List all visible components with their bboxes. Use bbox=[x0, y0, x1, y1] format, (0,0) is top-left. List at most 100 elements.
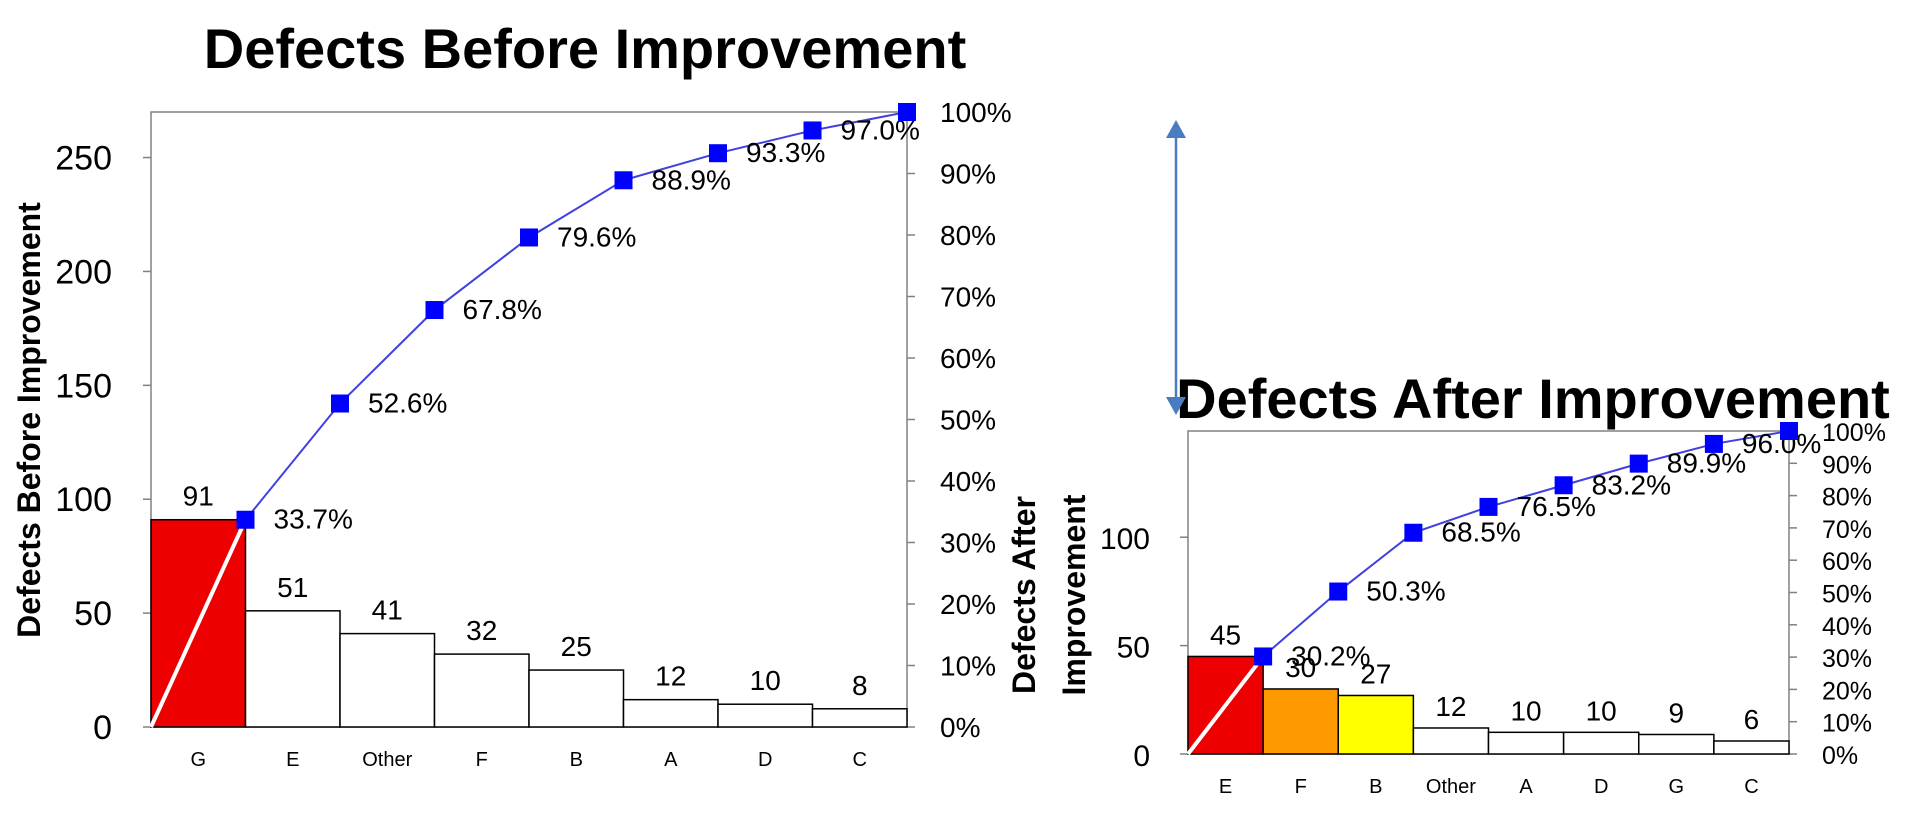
bar-value-label: 51 bbox=[277, 572, 308, 603]
x-tick-label: D bbox=[758, 749, 772, 771]
y-axis-label: Defects Before Improvement bbox=[11, 202, 47, 638]
y2-tick-label: 90% bbox=[940, 159, 996, 190]
cumulative-marker bbox=[1554, 476, 1573, 495]
y2-tick-label: 30% bbox=[940, 528, 996, 559]
cumulative-label: 33.7% bbox=[274, 504, 353, 535]
cumulative-label: 67.8% bbox=[463, 294, 542, 325]
y-tick-label: 200 bbox=[55, 253, 112, 291]
cumulative-marker bbox=[1329, 582, 1348, 601]
y2-tick-label: 50% bbox=[1822, 581, 1872, 609]
y2-tick-label: 10% bbox=[1822, 710, 1872, 738]
bar-value-label: 27 bbox=[1360, 658, 1391, 689]
chart-after-improvement: Defects After Improvement Defects After … bbox=[1006, 367, 1890, 798]
double-arrow-icon bbox=[1166, 120, 1186, 415]
y-axis-label-line-1: Defects After bbox=[1006, 496, 1042, 694]
cumulative-marker bbox=[898, 103, 916, 121]
y2-tick-label: 60% bbox=[1822, 548, 1872, 576]
bar-d bbox=[1562, 731, 1640, 755]
cumulative-marker bbox=[709, 144, 727, 163]
x-tick-label: D bbox=[1594, 776, 1608, 798]
x-tick-label: B bbox=[1369, 776, 1382, 798]
y-tick-label: 0 bbox=[1133, 740, 1150, 773]
bar-value-label: 30 bbox=[1285, 652, 1316, 683]
bar-f bbox=[1262, 688, 1339, 755]
bar-highlight-line bbox=[1186, 655, 1265, 756]
y2-tick-label: 40% bbox=[940, 466, 996, 497]
y2-tick-label: 30% bbox=[1822, 645, 1872, 673]
y-tick-label: 100 bbox=[55, 481, 112, 519]
bar-value-label: 45 bbox=[1210, 619, 1241, 650]
bar-a bbox=[622, 698, 719, 728]
y2-tick-label: 0% bbox=[940, 712, 980, 743]
cumulative-marker bbox=[1254, 647, 1273, 666]
bar-b bbox=[528, 669, 625, 728]
chart-title: Defects After Improvement bbox=[1176, 367, 1890, 430]
bar-highlight-line bbox=[149, 518, 248, 728]
cumulative-label: 30.2% bbox=[1291, 640, 1370, 671]
x-tick-label: F bbox=[1295, 776, 1307, 798]
y-tick-label: 0 bbox=[93, 709, 112, 747]
bar-c bbox=[1713, 740, 1790, 755]
x-tick-label: C bbox=[853, 749, 867, 771]
x-tick-label: F bbox=[476, 749, 488, 771]
bar-value-label: 10 bbox=[750, 665, 781, 696]
bar-c bbox=[811, 708, 908, 728]
x-tick-label: A bbox=[664, 749, 678, 771]
cumulative-label: 52.6% bbox=[368, 388, 447, 419]
x-tick-label: C bbox=[1744, 776, 1758, 798]
y-tick-label: 50 bbox=[74, 595, 112, 633]
x-tick-label: B bbox=[570, 749, 583, 771]
x-tick-label: E bbox=[286, 749, 299, 771]
y2-tick-label: 0% bbox=[1822, 742, 1858, 770]
bar-value-label: 91 bbox=[183, 481, 214, 512]
cumulative-marker bbox=[1404, 523, 1423, 542]
x-tick-label: Other bbox=[362, 749, 412, 771]
y2-tick-label: 90% bbox=[1822, 451, 1872, 479]
x-tick-label: A bbox=[1519, 776, 1533, 798]
y2-tick-label: 70% bbox=[940, 282, 996, 313]
cumulative-marker bbox=[331, 394, 349, 413]
cumulative-label: 79.6% bbox=[557, 221, 636, 252]
bar-value-label: 12 bbox=[1435, 691, 1466, 722]
bar-f bbox=[433, 653, 530, 728]
y2-tick-label: 10% bbox=[940, 651, 996, 682]
bar-value-label: 12 bbox=[655, 661, 686, 692]
bar-value-label: 10 bbox=[1510, 695, 1541, 726]
cumulative-marker bbox=[1629, 454, 1648, 473]
y-tick-label: 100 bbox=[1100, 523, 1150, 556]
cumulative-label: 68.5% bbox=[1441, 517, 1520, 548]
cumulative-marker bbox=[425, 301, 444, 320]
y2-tick-label: 100% bbox=[1822, 419, 1886, 447]
cumulative-label: 50.3% bbox=[1366, 576, 1445, 607]
cumulative-marker bbox=[1479, 497, 1498, 516]
cumulative-line bbox=[1262, 430, 1790, 658]
y2-tick-label: 20% bbox=[1822, 677, 1872, 705]
bar-value-label: 25 bbox=[561, 631, 592, 662]
y2-tick-label: 80% bbox=[940, 220, 996, 251]
bar-g bbox=[1638, 733, 1715, 755]
y-axis-label-line-2: Improvement bbox=[1056, 494, 1092, 695]
x-tick-label: G bbox=[190, 749, 206, 771]
bar-value-label: 32 bbox=[466, 615, 497, 646]
cumulative-label: 83.2% bbox=[1592, 469, 1671, 500]
x-tick-label: Other bbox=[1426, 776, 1476, 798]
cumulative-marker bbox=[614, 171, 633, 190]
bar-value-label: 8 bbox=[852, 670, 868, 701]
y2-tick-label: 80% bbox=[1822, 484, 1872, 512]
cumulative-marker bbox=[236, 510, 255, 529]
cumulative-label: 76.5% bbox=[1517, 491, 1596, 522]
y2-tick-label: 100% bbox=[940, 97, 1012, 128]
bar-value-label: 10 bbox=[1586, 695, 1617, 726]
x-tick-label: G bbox=[1669, 776, 1685, 798]
y2-tick-label: 20% bbox=[940, 589, 996, 620]
cumulative-line bbox=[244, 111, 908, 521]
bar-value-label: 6 bbox=[1744, 704, 1760, 735]
y2-tick-label: 60% bbox=[940, 343, 996, 374]
cumulative-label: 93.3% bbox=[746, 137, 825, 168]
y2-tick-label: 70% bbox=[1822, 516, 1872, 544]
bar-a bbox=[1487, 731, 1565, 755]
cumulative-marker bbox=[1704, 434, 1723, 453]
chart-title: Defects Before Improvement bbox=[204, 17, 966, 80]
chart-before-improvement: Defects Before Improvement Defects Befor… bbox=[11, 17, 1012, 771]
